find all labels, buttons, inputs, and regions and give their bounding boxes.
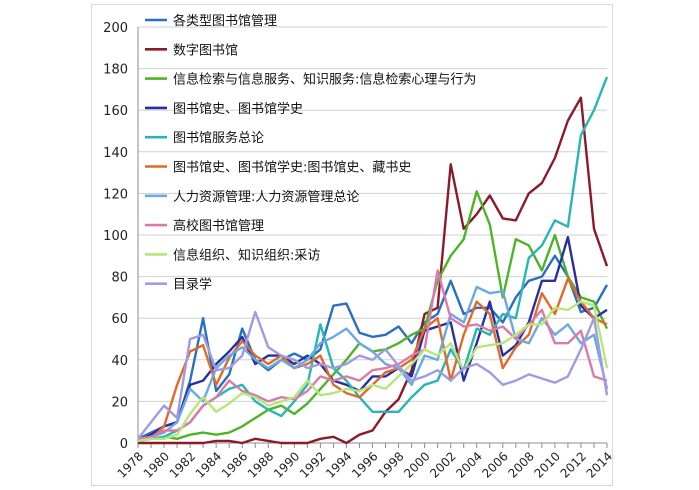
- x-tick-label: 2010: [532, 449, 563, 480]
- series-line-2: [138, 96, 609, 445]
- y-tick-label: 160: [103, 104, 128, 119]
- y-tick-label: 20: [111, 395, 128, 410]
- legend-label: 数字图书馆: [173, 43, 238, 58]
- legend-item: 信息组织、知识组织:采访: [145, 247, 320, 263]
- y-tick-label: 140: [103, 146, 128, 161]
- x-tick-label: 2000: [401, 449, 432, 480]
- legend-label: 图书馆史、图书馆学史:图书馆史、藏书史: [173, 160, 411, 176]
- x-tick-label: 2002: [427, 449, 458, 480]
- x-tick-label: 2008: [505, 449, 536, 480]
- x-tick-label: 2014: [584, 449, 615, 480]
- grid-lines: [138, 26, 607, 444]
- x-tick-label: 1988: [245, 449, 276, 480]
- legend-label: 人力资源管理:人力资源管理总论: [173, 190, 359, 205]
- chart-frame: [91, 4, 613, 486]
- x-tick-label: 1992: [297, 449, 328, 480]
- y-axis: 0 20 40 60 80 100 120 140 160 180 200: [103, 21, 139, 452]
- y-tick-label: 0: [120, 437, 128, 452]
- x-tick-label: 1996: [349, 449, 380, 480]
- legend-label: 信息检索与信息服务、知识服务:信息检索心理与行为: [173, 72, 476, 88]
- series-line-10: [137, 310, 609, 440]
- legend-item: 目录学: [145, 277, 212, 293]
- series-line-4: [137, 235, 608, 442]
- y-tick-label: 180: [103, 63, 128, 78]
- x-tick-label: 1982: [167, 449, 198, 480]
- y-tick-label: 120: [103, 187, 128, 202]
- x-tick-label: 2012: [558, 449, 589, 480]
- legend-item: 高校图书馆管理: [145, 218, 264, 234]
- series-lines: [137, 76, 609, 445]
- legend-item: 图书馆史、图书馆学史: [145, 101, 303, 117]
- legend-item: 图书馆史、图书馆学史:图书馆史、藏书史: [145, 160, 411, 176]
- legend-label: 各类型图书馆管理: [173, 13, 277, 29]
- x-tick-label: 2006: [479, 449, 510, 480]
- legend: 各类型图书馆管理数字图书馆信息检索与信息服务、知识服务:信息检索心理与行为图书馆…: [145, 13, 476, 293]
- x-tick-label: 1978: [115, 449, 146, 480]
- x-tick-label: 2004: [453, 449, 484, 480]
- x-tick-label: 1984: [193, 449, 224, 480]
- legend-label: 信息组织、知识组织:采访: [173, 247, 320, 263]
- legend-label: 高校图书馆管理: [173, 218, 264, 234]
- y-tick-label: 40: [111, 354, 128, 369]
- y-tick-label: 60: [111, 312, 128, 327]
- x-axis: 1978198019821984198619881990199219941996…: [115, 442, 615, 481]
- series-line-1: [137, 254, 609, 440]
- legend-label: 图书馆史、图书馆学史: [173, 101, 303, 117]
- legend-item: 各类型图书馆管理: [145, 13, 277, 29]
- x-tick-label: 1986: [219, 449, 250, 480]
- y-tick-label: 200: [103, 21, 128, 36]
- legend-item: 图书馆服务总论: [145, 130, 264, 146]
- y-tick-label: 100: [103, 229, 128, 244]
- legend-label: 图书馆服务总论: [173, 130, 264, 146]
- y-tick-label: 80: [111, 271, 128, 286]
- x-tick-label: 1998: [375, 449, 406, 480]
- legend-item: 人力资源管理:人力资源管理总论: [145, 190, 359, 205]
- series-line-9: [137, 300, 609, 443]
- x-tick-label: 1990: [271, 449, 302, 480]
- x-tick-label: 1980: [141, 449, 172, 480]
- x-tick-label: 1994: [323, 449, 354, 480]
- legend-item: 信息检索与信息服务、知识服务:信息检索心理与行为: [145, 72, 476, 88]
- legend-item: 数字图书馆: [145, 43, 238, 58]
- legend-label: 目录学: [173, 277, 212, 293]
